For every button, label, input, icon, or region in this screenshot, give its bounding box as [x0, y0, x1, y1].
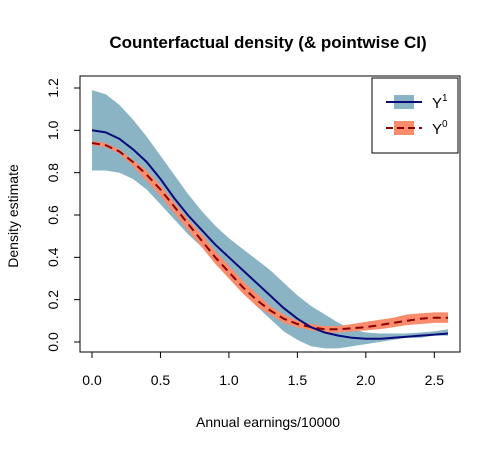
density-lines — [91, 129, 449, 340]
legend-box — [371, 77, 459, 154]
x-tick-label: 0.5 — [151, 372, 171, 388]
legend-label: Y1 — [432, 93, 448, 112]
density-line-y1 — [91, 129, 449, 340]
y-tick-label: 0.6 — [45, 205, 61, 225]
x-tick-label: 1.5 — [288, 372, 308, 388]
x-axis: 0.0 0.5 1.0 1.5 2.0 2.5 — [82, 351, 445, 388]
x-tick-label: 0.0 — [82, 372, 102, 388]
x-axis-label: Annual earnings/10000 — [196, 414, 340, 430]
y-tick-label: 0.4 — [45, 247, 61, 267]
y-tick-label: 1.0 — [45, 120, 61, 140]
x-tick-label: 1.0 — [219, 372, 239, 388]
density-line-y0 — [91, 142, 448, 331]
chart-title: Counterfactual density (& pointwise CI) — [109, 33, 426, 52]
y-axis-label: Density estimate — [5, 164, 21, 268]
ci-band-y0 — [92, 140, 448, 333]
legend-label: Y0 — [432, 119, 448, 138]
y-axis: 0.0 0.2 0.4 0.6 0.8 1.0 1.2 — [45, 78, 81, 352]
y-tick-label: 1.2 — [45, 78, 61, 98]
x-tick-label: 2.5 — [425, 372, 445, 388]
x-tick-label: 2.0 — [356, 372, 376, 388]
y-tick-label: 0.0 — [45, 332, 61, 352]
y-tick-label: 0.8 — [45, 163, 61, 183]
y-tick-label: 0.2 — [45, 290, 61, 310]
